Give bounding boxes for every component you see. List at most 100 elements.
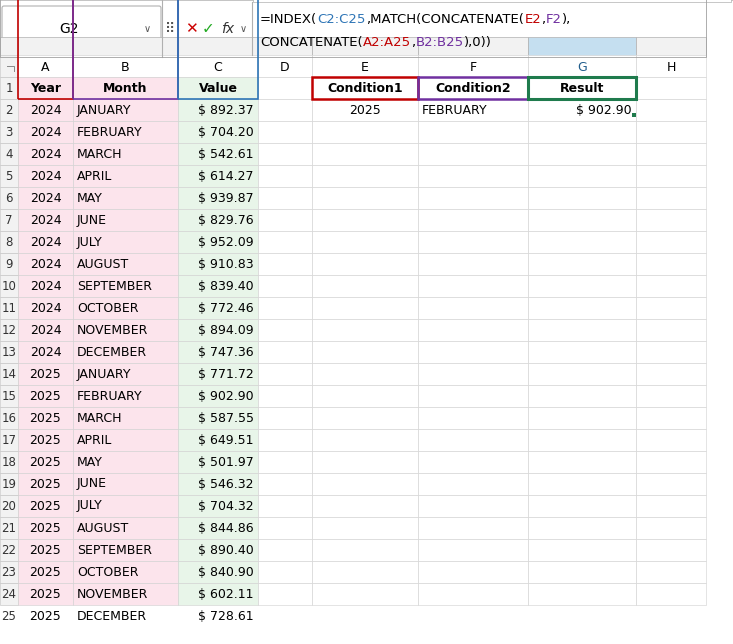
Bar: [636, 539, 706, 561]
Text: 2025: 2025: [29, 500, 62, 513]
Bar: [258, 363, 312, 385]
Bar: [0, 517, 18, 539]
Bar: [528, 583, 636, 605]
Bar: [258, 187, 312, 209]
Text: G2: G2: [59, 21, 79, 35]
Bar: [418, 209, 528, 231]
Bar: [73, 341, 178, 363]
Bar: [258, 55, 312, 77]
Text: 2025: 2025: [29, 477, 62, 491]
Bar: [18, 473, 73, 495]
Text: 2025: 2025: [29, 587, 62, 600]
Bar: [73, 539, 178, 561]
Text: $ 829.76: $ 829.76: [199, 214, 254, 227]
Bar: [18, 0, 73, 99]
Bar: [0, 231, 18, 253]
Text: $ 602.11: $ 602.11: [199, 587, 254, 600]
Bar: [178, 517, 258, 539]
Text: $ 910.83: $ 910.83: [199, 258, 254, 270]
Text: 23: 23: [1, 565, 16, 578]
Text: 2025: 2025: [29, 565, 62, 578]
Bar: [636, 363, 706, 385]
Text: JULY: JULY: [77, 236, 103, 249]
Text: fx: fx: [221, 21, 235, 35]
Text: 25: 25: [1, 609, 16, 623]
Text: 18: 18: [1, 455, 16, 468]
Bar: [258, 385, 312, 407]
Bar: [258, 517, 312, 539]
Bar: [312, 363, 418, 385]
Text: 19: 19: [1, 477, 17, 491]
Bar: [312, 165, 418, 187]
Bar: [178, 165, 258, 187]
Bar: [258, 121, 312, 143]
Text: ,MATCH(CONCATENATE(: ,MATCH(CONCATENATE(: [366, 12, 524, 26]
Text: 7: 7: [5, 214, 12, 227]
FancyBboxPatch shape: [2, 6, 161, 51]
Bar: [178, 187, 258, 209]
Bar: [178, 143, 258, 165]
Bar: [418, 451, 528, 473]
Text: 11: 11: [1, 301, 17, 314]
Text: 4: 4: [5, 147, 12, 160]
Bar: [636, 495, 706, 517]
Bar: [418, 55, 528, 77]
Bar: [0, 341, 18, 363]
Bar: [528, 319, 636, 341]
Bar: [312, 77, 418, 99]
Bar: [18, 319, 73, 341]
Text: MAY: MAY: [77, 455, 103, 468]
Bar: [312, 561, 418, 583]
Bar: [418, 77, 528, 99]
Text: $ 939.87: $ 939.87: [199, 191, 254, 205]
Bar: [418, 495, 528, 517]
Bar: [418, 297, 528, 319]
Bar: [73, 363, 178, 385]
Bar: [312, 341, 418, 363]
Bar: [0, 209, 18, 231]
Text: SEPTEMBER: SEPTEMBER: [77, 544, 152, 556]
Bar: [258, 99, 312, 121]
Bar: [312, 495, 418, 517]
Bar: [528, 539, 636, 561]
Text: JUNE: JUNE: [77, 214, 107, 227]
Bar: [18, 341, 73, 363]
Text: E2: E2: [524, 12, 541, 26]
Bar: [73, 561, 178, 583]
Text: DECEMBER: DECEMBER: [77, 609, 147, 623]
Bar: [258, 407, 312, 429]
Bar: [528, 363, 636, 385]
Bar: [636, 187, 706, 209]
Bar: [418, 253, 528, 275]
Bar: [73, 165, 178, 187]
Bar: [418, 583, 528, 605]
Bar: [636, 407, 706, 429]
Bar: [73, 99, 178, 121]
Bar: [312, 583, 418, 605]
Bar: [73, 517, 178, 539]
Bar: [73, 37, 178, 57]
Bar: [418, 385, 528, 407]
Text: FEBRUARY: FEBRUARY: [77, 126, 143, 138]
Bar: [636, 275, 706, 297]
Bar: [178, 583, 258, 605]
Bar: [178, 55, 258, 77]
Bar: [258, 143, 312, 165]
Bar: [636, 99, 706, 121]
Text: 2024: 2024: [30, 279, 62, 292]
Bar: [636, 253, 706, 275]
Bar: [418, 99, 528, 121]
Bar: [528, 99, 636, 121]
Text: $ 839.40: $ 839.40: [199, 279, 254, 292]
Text: $ 772.46: $ 772.46: [199, 301, 254, 314]
Text: AUGUST: AUGUST: [77, 522, 129, 535]
Bar: [312, 385, 418, 407]
Text: SEPTEMBER: SEPTEMBER: [77, 279, 152, 292]
Bar: [636, 561, 706, 583]
Bar: [418, 77, 528, 99]
Bar: [528, 341, 636, 363]
Bar: [312, 297, 418, 319]
Bar: [73, 187, 178, 209]
Bar: [636, 473, 706, 495]
Bar: [258, 473, 312, 495]
